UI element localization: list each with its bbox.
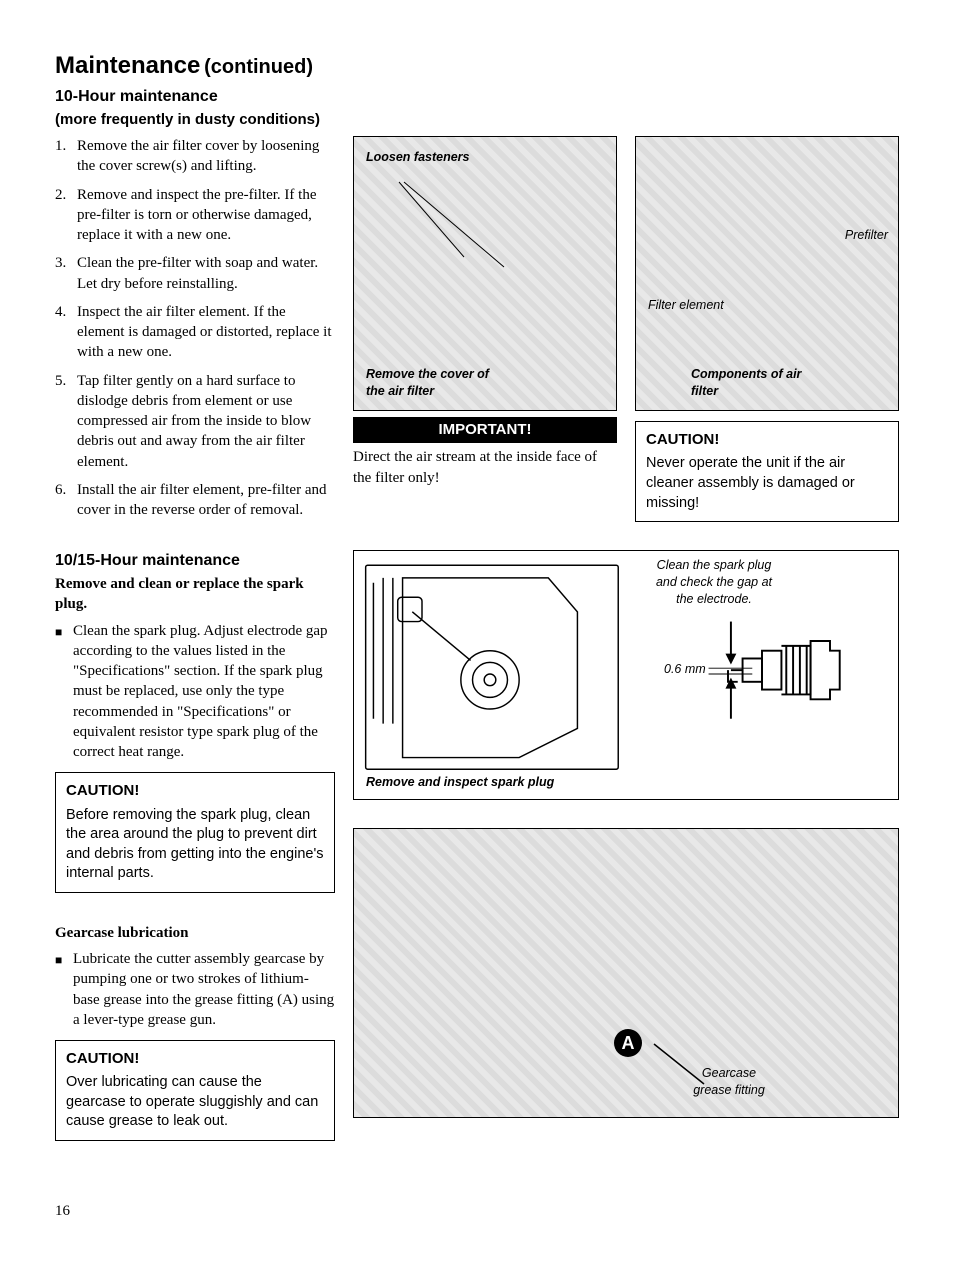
fig-caption: Remove the cover of the air filter (366, 366, 496, 400)
caution-box-air-cleaner: CAUTION! Never operate the unit if the a… (635, 421, 899, 522)
step-text: Remove and inspect the pre-filter. If th… (77, 185, 335, 246)
important-text: Direct the air stream at the inside face… (353, 447, 617, 488)
fig-caption: Components of air filter (691, 366, 811, 400)
heading-10-hour: 10-Hour maintenance (55, 86, 899, 108)
fig-note: Clean the spark plug and check the gap a… (654, 557, 774, 608)
heading-dusty: (more frequently in dusty conditions) (55, 110, 899, 130)
gearcase-bullet-text: Lubricate the cutter assembly gearcase b… (73, 949, 335, 1030)
bullet-icon: ■ (55, 949, 73, 1030)
caution-text: Before removing the spark plug, clean th… (66, 806, 324, 884)
fig-label-element: Filter element (648, 297, 724, 314)
caution-text: Never operate the unit if the air cleane… (646, 454, 888, 513)
caution-box-gearcase: CAUTION! Over lubricating can cause the … (55, 1040, 335, 1141)
page-title: Maintenance (55, 52, 200, 79)
step-text: Remove the air filter cover by loosening… (77, 136, 335, 177)
figure-spark-plug: Clean the spark plug and check the gap a… (353, 550, 899, 800)
spark-bullet-text: Clean the spark plug. Adjust electrode g… (73, 621, 335, 763)
figure-air-filter-cover: Loosen fasteners Remove the cover of the… (353, 136, 617, 411)
spark-intro: Remove and clean or replace the spark pl… (55, 574, 335, 615)
caution-box-spark: CAUTION! Before removing the spark plug,… (55, 772, 335, 893)
fig-caption: Gearcase grease fitting (684, 1065, 774, 1099)
page-number: 16 (55, 1201, 899, 1221)
heading-10-15-hour: 10/15-Hour maintenance (55, 550, 335, 572)
bullet-icon: ■ (55, 621, 73, 763)
step-text: Inspect the air filter element. If the e… (77, 302, 335, 363)
fig-gap-value: 0.6 mm (664, 661, 706, 678)
step-text: Install the air filter element, pre-filt… (77, 480, 335, 521)
fig-caption: Remove and inspect spark plug (366, 774, 554, 791)
step-text: Tap filter gently on a hard surface to d… (77, 371, 335, 472)
caution-title: CAUTION! (66, 781, 324, 801)
gearcase-heading: Gearcase lubrication (55, 923, 335, 943)
continued-label: (continued) (204, 56, 313, 78)
fig-label-prefilter: Prefilter (845, 227, 888, 244)
step-text: Clean the pre-filter with soap and water… (77, 253, 335, 294)
caution-text: Over lubricating can cause the gearcase … (66, 1073, 324, 1132)
caution-title: CAUTION! (66, 1049, 324, 1069)
figure-filter-components: Prefilter Filter element Components of a… (635, 136, 899, 411)
important-bar: IMPORTANT! (353, 417, 617, 443)
figure-gearcase: A Gearcase grease fitting (353, 828, 899, 1118)
maintenance-steps-list: 1.Remove the air filter cover by looseni… (55, 136, 335, 520)
caution-title: CAUTION! (646, 430, 888, 450)
